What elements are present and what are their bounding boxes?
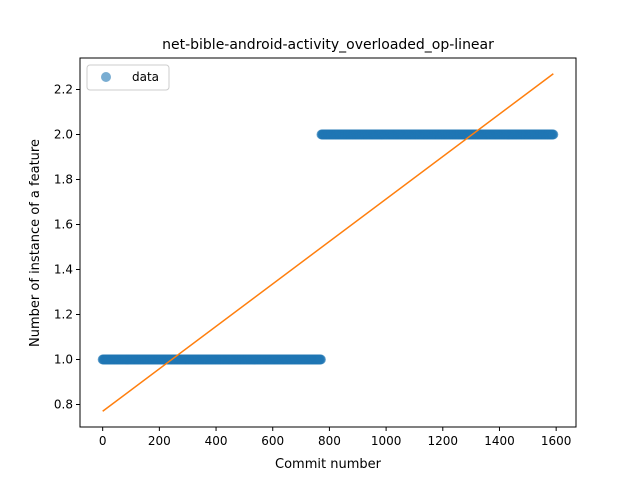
y-tick-label: 1.2: [54, 308, 73, 322]
x-tick-label: 400: [205, 434, 228, 448]
plot-frame: [79, 57, 577, 428]
y-tick-label: 1.4: [54, 263, 73, 277]
scatter-point: [548, 129, 559, 140]
plot-marks: [97, 73, 559, 412]
x-tick-label: 0: [99, 434, 107, 448]
legend-label-data: data: [132, 70, 159, 84]
y-tick-label: 1.0: [54, 353, 73, 367]
y-tick-label: 2.2: [54, 83, 73, 97]
y-tick-label: 1.6: [54, 218, 73, 232]
x-axis-label: Commit number: [275, 457, 382, 472]
scatter-points-1: [316, 129, 559, 140]
legend-box: [86, 64, 170, 91]
y-axis-ticks: 0.8 1.0 1.2 1.4 1.6 1.8 2.0 2.2: [54, 83, 80, 412]
scatter-point: [315, 354, 326, 365]
x-tick-label: 800: [318, 434, 341, 448]
chart-title: net-bible-android-activity_overloaded_op…: [162, 37, 494, 53]
scatter-points-0: [97, 354, 326, 365]
x-tick-label: 1600: [541, 434, 572, 448]
x-tick-label: 1000: [371, 434, 402, 448]
legend: data: [86, 64, 170, 91]
y-tick-label: 0.8: [54, 398, 73, 412]
legend-marker-data: [101, 72, 111, 82]
x-tick-label: 1400: [484, 434, 515, 448]
fit-line: [102, 73, 554, 412]
x-axis-ticks: 0 200 400 600 800 1000 1200 1400 1600: [99, 427, 572, 448]
x-tick-label: 1200: [428, 434, 459, 448]
y-axis-label: Number of instance of a feature: [28, 139, 43, 347]
x-tick-label: 600: [261, 434, 284, 448]
y-tick-label: 2.0: [54, 128, 73, 142]
x-tick-label: 200: [148, 434, 171, 448]
y-tick-label: 1.8: [54, 173, 73, 187]
